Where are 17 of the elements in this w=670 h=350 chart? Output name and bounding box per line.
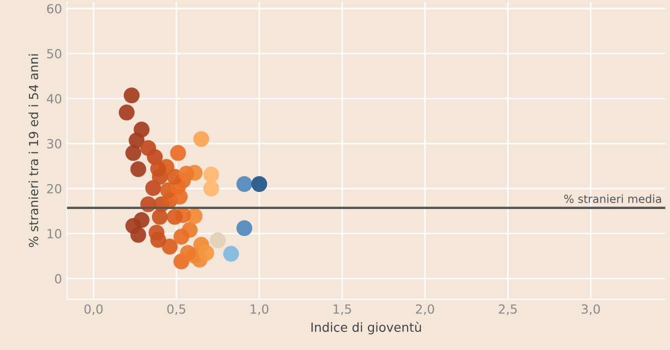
x-tick-label: 2,0 — [416, 304, 434, 316]
ref-line-label: % stranieri media — [564, 194, 661, 204]
y-tick-label: 10 — [48, 229, 62, 238]
x-tick-label: 0,0 — [84, 304, 103, 316]
x-axis-title: Indice di gioventù — [311, 322, 421, 334]
y-tick-label: 40 — [46, 94, 62, 104]
x-tick-label: 0,5 — [167, 304, 186, 316]
y-tick-label: 50 — [47, 48, 62, 58]
y-tick-label: 60 — [47, 4, 62, 14]
y-tick-label: 20 — [47, 184, 62, 194]
x-tick-label: 1,0 — [250, 304, 268, 316]
y-tick-label: 30 — [47, 138, 62, 148]
y-axis-title: % stranieri tra i 19 ed i 54 anni — [28, 54, 38, 248]
y-tick-label: 0 — [55, 274, 62, 284]
x-tick-label: 3,0 — [582, 304, 600, 316]
x-tick-label: 1,5 — [334, 304, 351, 316]
x-tick-label: 2,5 — [498, 304, 517, 316]
